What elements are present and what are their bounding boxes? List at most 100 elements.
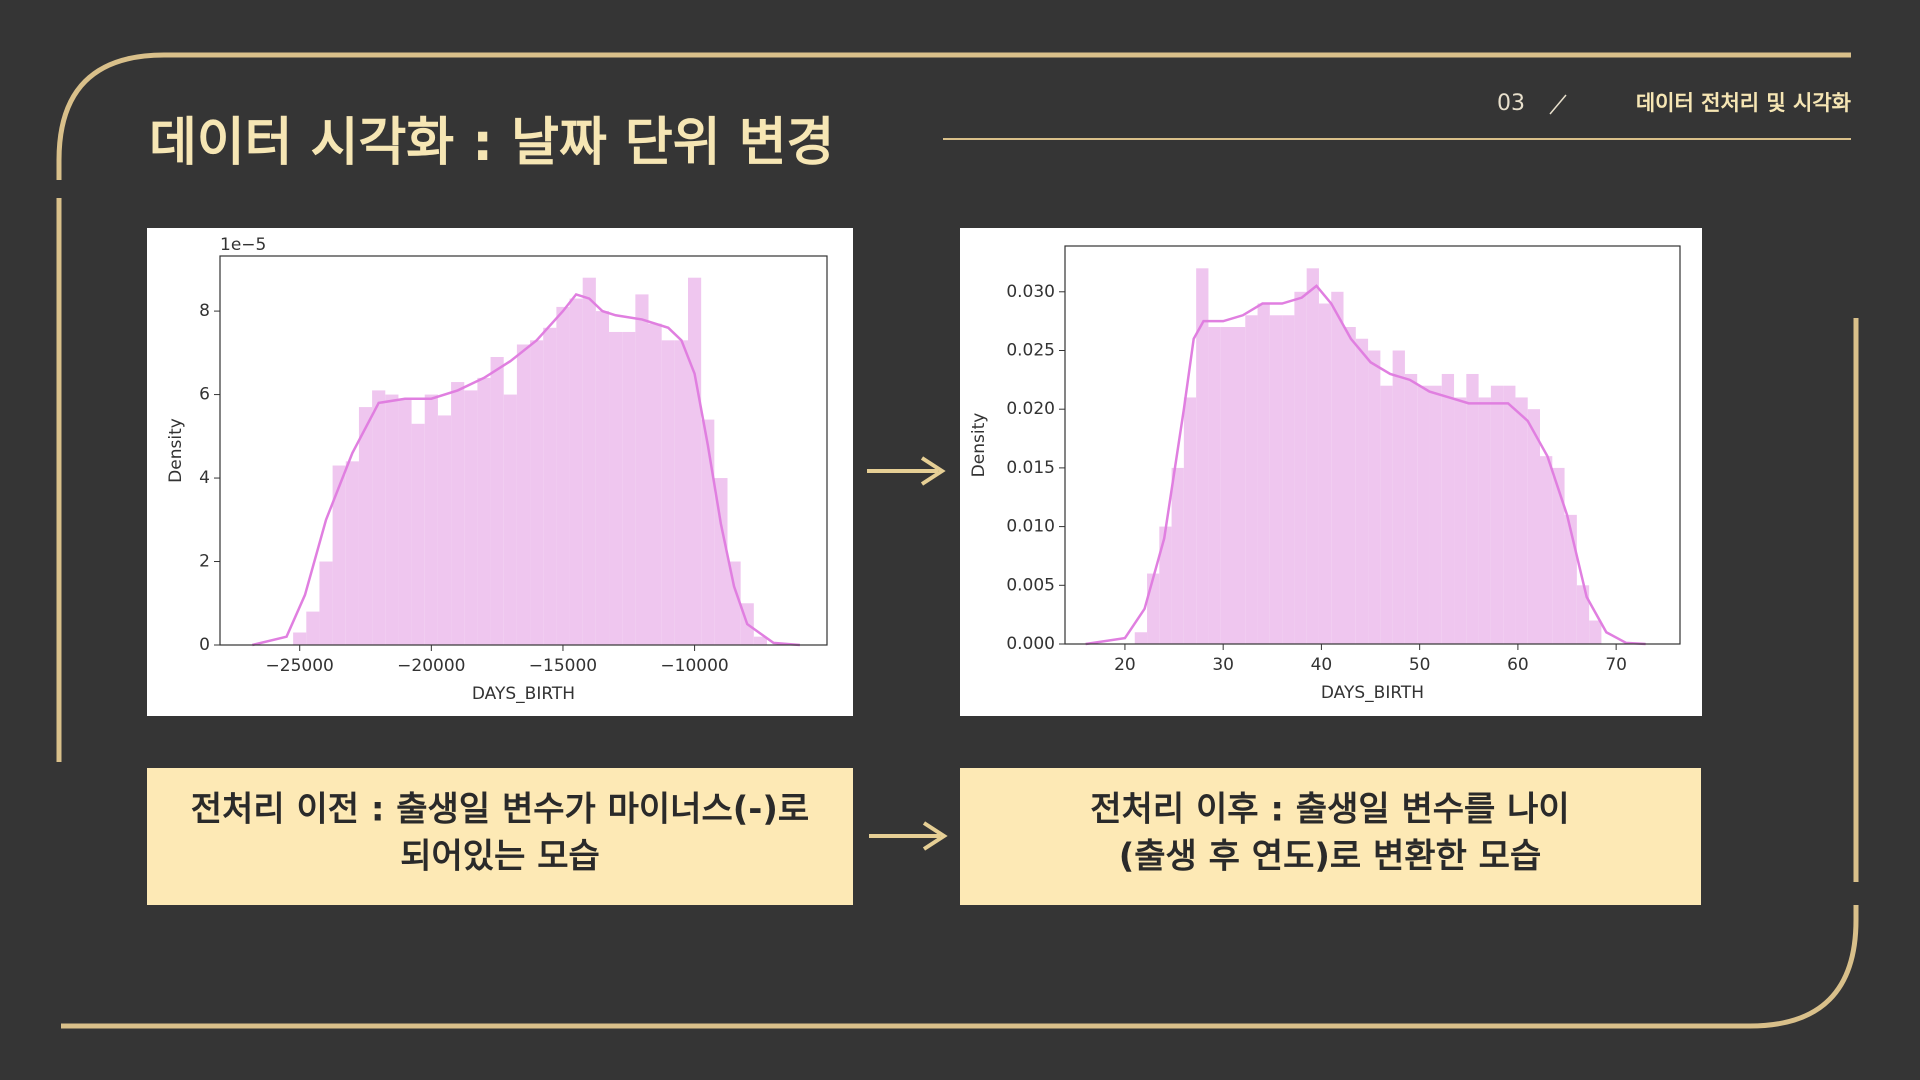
bar bbox=[477, 377, 491, 645]
bar bbox=[1343, 327, 1356, 644]
bar bbox=[1147, 573, 1160, 644]
bar bbox=[1417, 385, 1430, 644]
y-tick-label: 0 bbox=[199, 635, 210, 655]
bar bbox=[648, 323, 662, 645]
bar bbox=[437, 415, 452, 645]
bar bbox=[1196, 268, 1209, 644]
frame-bottom bbox=[61, 905, 1859, 1029]
x-tick-label: 60 bbox=[1507, 655, 1529, 675]
bar bbox=[1318, 303, 1332, 644]
y-axis-label: Density bbox=[969, 413, 989, 478]
page-number: 03 bbox=[1497, 91, 1525, 116]
bar bbox=[1282, 315, 1295, 644]
bar bbox=[622, 331, 636, 645]
bar bbox=[1466, 373, 1479, 644]
bar bbox=[1269, 315, 1283, 644]
y-tick-label: 8 bbox=[199, 301, 210, 321]
bar bbox=[1355, 338, 1369, 644]
slide-title: 데이터 시각화 : 날짜 단위 변경 bbox=[149, 113, 834, 173]
bar bbox=[1490, 385, 1504, 644]
x-tick-label: −20000 bbox=[397, 656, 465, 676]
bar bbox=[372, 390, 386, 645]
bar bbox=[385, 394, 399, 645]
section-title: 데이터 전처리 및 시각화 bbox=[1636, 91, 1852, 115]
x-axis-label: DAYS_BIRTH bbox=[1321, 683, 1424, 703]
frame-top bbox=[56, 52, 1851, 180]
y-tick-label: 0.020 bbox=[1006, 399, 1055, 419]
caption-line: 전처리 이후 : 출생일 변수를 나이 bbox=[1090, 790, 1569, 830]
bar bbox=[582, 277, 596, 645]
bar bbox=[595, 311, 610, 645]
y-tick-label: 4 bbox=[199, 468, 210, 488]
bar bbox=[1540, 456, 1553, 644]
bar bbox=[516, 344, 531, 645]
bar bbox=[1232, 327, 1246, 644]
bar bbox=[714, 478, 728, 645]
caption-box bbox=[147, 768, 853, 905]
x-tick-label: −15000 bbox=[529, 656, 597, 676]
bar bbox=[556, 306, 570, 645]
bar bbox=[1134, 632, 1148, 644]
arrow bbox=[869, 821, 948, 851]
bar bbox=[490, 357, 504, 645]
chart: 20 30 40 50 60 70 0.000 0.005 0.010 0.015 0.020 0.0… bbox=[969, 245, 1681, 703]
bar bbox=[398, 398, 412, 645]
bar bbox=[503, 394, 517, 645]
y-axis-label: Density bbox=[166, 418, 186, 483]
bar bbox=[1380, 385, 1393, 644]
offset-text: 1e−5 bbox=[220, 235, 266, 255]
x-tick-label: −10000 bbox=[660, 656, 728, 676]
bar bbox=[661, 340, 675, 645]
bar bbox=[635, 294, 649, 645]
y-tick-label: 0.025 bbox=[1006, 340, 1055, 360]
bar bbox=[727, 561, 741, 645]
bar bbox=[319, 561, 333, 645]
bar bbox=[424, 394, 438, 645]
caption-line: 되어있는 모습 bbox=[400, 837, 600, 877]
bar bbox=[1589, 620, 1602, 644]
bar bbox=[688, 277, 702, 645]
bar bbox=[1220, 327, 1233, 644]
bar bbox=[1368, 350, 1381, 644]
bar bbox=[451, 382, 465, 645]
bar bbox=[1404, 373, 1418, 644]
bar bbox=[674, 340, 689, 645]
bar bbox=[1183, 397, 1197, 644]
axes-frame bbox=[219, 255, 828, 646]
bar bbox=[293, 632, 307, 645]
bar bbox=[701, 419, 715, 645]
bar bbox=[753, 636, 767, 645]
x-axis-label: DAYS_BIRTH bbox=[472, 684, 575, 704]
chart: −25000 −20000 −15000 −10000 0 2 4 6 8 DAYS_BIRTH D… bbox=[166, 235, 828, 704]
axes-frame bbox=[1064, 245, 1681, 645]
y-tick-label: 0.015 bbox=[1006, 458, 1055, 478]
bar bbox=[1441, 373, 1455, 644]
bar bbox=[332, 465, 346, 645]
bar bbox=[345, 461, 359, 645]
bar bbox=[1576, 585, 1590, 644]
bar bbox=[464, 390, 478, 645]
separator bbox=[1549, 94, 1567, 115]
bar bbox=[569, 298, 583, 645]
y-tick-label: 2 bbox=[199, 552, 210, 572]
bar bbox=[543, 327, 557, 645]
caption-line: 전처리 이전 : 출생일 변수가 마이너스(-)로 bbox=[191, 790, 809, 830]
caption-line: (출생 후 연도)로 변환한 모습 bbox=[1119, 837, 1542, 877]
bar bbox=[1294, 291, 1307, 644]
y-tick-label: 0.030 bbox=[1006, 282, 1055, 302]
x-tick-label: 70 bbox=[1605, 655, 1627, 675]
bar bbox=[1429, 385, 1442, 644]
bar bbox=[411, 423, 425, 645]
bar bbox=[1159, 526, 1172, 644]
bar bbox=[1503, 385, 1516, 644]
x-tick-label: −25000 bbox=[266, 656, 334, 676]
x-tick-label: 30 bbox=[1212, 655, 1234, 675]
bar bbox=[1208, 327, 1221, 644]
y-tick-label: 0.010 bbox=[1006, 517, 1055, 537]
bar bbox=[1245, 315, 1258, 644]
x-tick-label: 20 bbox=[1114, 655, 1136, 675]
bar bbox=[1515, 397, 1528, 644]
y-tick-label: 0.000 bbox=[1006, 634, 1055, 654]
bar bbox=[1306, 268, 1319, 644]
